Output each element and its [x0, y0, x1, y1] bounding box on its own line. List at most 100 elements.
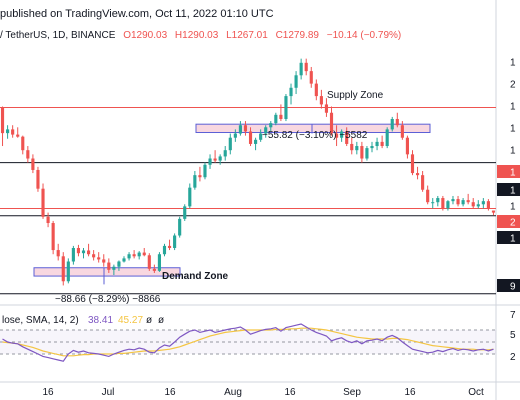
rsi-na-2: ø	[158, 315, 164, 326]
price-axis-label: 1	[510, 102, 516, 113]
candle-body	[87, 250, 91, 255]
candle-body	[188, 187, 192, 207]
candle	[198, 166, 202, 182]
candle-body	[466, 200, 470, 203]
candle	[26, 146, 30, 163]
candle	[51, 220, 55, 255]
candle	[6, 125, 10, 139]
candle	[329, 106, 334, 136]
low-value: L1267.01	[226, 30, 268, 41]
candle	[289, 83, 293, 105]
candle-body	[61, 256, 65, 282]
candle	[299, 58, 303, 80]
candle	[87, 243, 91, 257]
candle	[456, 195, 460, 207]
candle-body	[365, 148, 369, 159]
price-axis: 1 2 1 1 1 1 1 1 2 1 9 7 5 2	[497, 58, 520, 363]
candle-body	[137, 252, 141, 257]
candle-body	[426, 189, 430, 203]
candle	[56, 243, 60, 261]
candle-body	[117, 261, 121, 267]
candle-body	[173, 235, 177, 248]
price-axis-tag	[497, 165, 520, 178]
candle	[223, 146, 227, 161]
price-axis-label: 1	[510, 146, 516, 157]
candle	[380, 135, 384, 149]
candle-body	[16, 134, 20, 137]
candle-body	[238, 125, 242, 134]
candle-body	[375, 141, 379, 147]
candle	[471, 198, 475, 209]
candle	[102, 254, 106, 267]
price-axis-tag	[497, 231, 520, 244]
candle	[365, 146, 369, 161]
candle	[466, 193, 470, 205]
candle	[395, 112, 399, 128]
candle	[127, 252, 131, 261]
candle-body	[329, 112, 334, 134]
candle-body	[350, 143, 354, 151]
candle	[350, 137, 354, 155]
candle	[21, 135, 25, 155]
candle-body	[132, 254, 136, 257]
candle	[92, 250, 96, 261]
time-axis-label: 16	[284, 387, 296, 398]
candle	[41, 183, 45, 219]
candle	[97, 252, 101, 263]
price-axis-label: 1	[510, 168, 516, 179]
candle-body	[314, 83, 318, 97]
price-axis-label: 1	[510, 234, 516, 245]
price-axis-label: 1	[510, 202, 516, 213]
candle	[183, 204, 187, 221]
candle-body	[41, 188, 45, 217]
candle-body	[340, 131, 344, 138]
candle	[279, 104, 283, 122]
candle-body	[167, 245, 172, 248]
candle	[335, 125, 339, 147]
candle-body	[274, 114, 278, 124]
candle-body	[51, 223, 55, 251]
candle-body	[491, 210, 496, 213]
high-value: H1290.03	[174, 30, 219, 41]
rsi-axis-label: 7	[510, 310, 516, 321]
candle	[370, 141, 374, 153]
candle	[162, 243, 167, 257]
candle	[304, 58, 308, 76]
candle	[173, 233, 177, 251]
candle	[157, 252, 161, 272]
candle-body	[127, 254, 131, 259]
price-axis-label: 2	[510, 218, 516, 229]
candle-body	[142, 252, 146, 256]
candle-body	[178, 218, 182, 236]
candle	[31, 154, 35, 174]
candle	[117, 260, 121, 271]
candle	[431, 198, 435, 209]
candle-body	[390, 118, 394, 130]
candle	[81, 247, 86, 259]
candle	[441, 195, 445, 211]
rsi-axis-label: 5	[510, 330, 516, 341]
time-axis-label: 16	[164, 387, 176, 398]
candle-body	[410, 154, 415, 174]
candle	[193, 171, 197, 190]
candle-body	[243, 125, 248, 132]
candle-body	[476, 204, 480, 207]
candle	[178, 216, 182, 238]
candle-body	[157, 254, 161, 271]
candle-body	[208, 158, 212, 165]
candle-body	[355, 146, 359, 151]
candle	[213, 150, 217, 163]
candle-body	[112, 266, 116, 270]
price-axis-label: 9	[510, 282, 516, 293]
candle	[254, 137, 258, 151]
candle-body	[324, 104, 329, 113]
candle-body	[415, 173, 420, 176]
candle	[16, 127, 20, 138]
candle-body	[264, 127, 268, 134]
candle-body	[46, 216, 50, 224]
candle-body	[481, 201, 485, 205]
candle-body	[107, 262, 111, 270]
rsi-value: 38.41	[88, 315, 113, 326]
